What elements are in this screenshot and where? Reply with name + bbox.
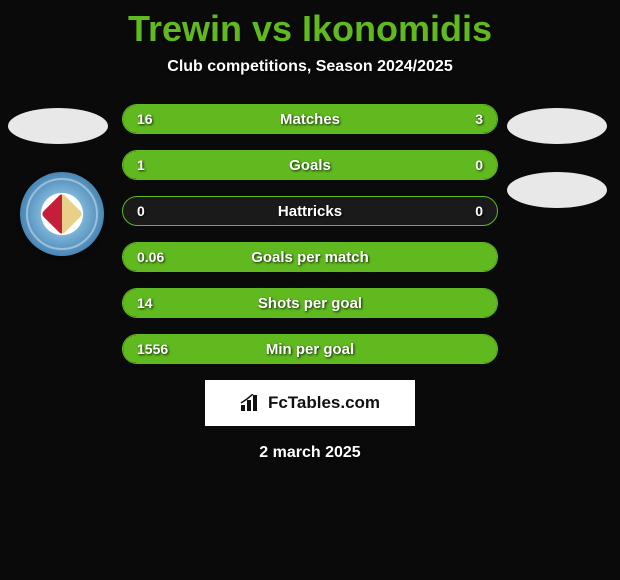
left-player-photo-placeholder (8, 108, 108, 144)
stat-row: 1 Goals 0 (122, 150, 498, 180)
stat-row: 16 Matches 3 (122, 104, 498, 134)
left-player-club-badge (20, 172, 104, 256)
stat-right-value: 3 (475, 111, 483, 127)
stat-right-value: 0 (475, 157, 483, 173)
comparison-subtitle: Club competitions, Season 2024/2025 (0, 58, 620, 76)
right-player-club-placeholder (507, 172, 607, 208)
club-badge-crest-icon (41, 193, 83, 235)
stat-label: Goals (123, 157, 497, 174)
stat-label: Matches (123, 111, 497, 128)
right-player-photo-placeholder (507, 108, 607, 144)
bar-chart-icon (240, 394, 262, 412)
source-brand-text: FcTables.com (268, 393, 380, 413)
comparison-body: 16 Matches 3 1 Goals 0 0 Hattricks 0 0.0… (0, 104, 620, 364)
stat-label: Goals per match (123, 249, 497, 266)
stat-label: Shots per goal (123, 295, 497, 312)
stat-row: 0 Hattricks 0 (122, 196, 498, 226)
stat-label: Hattricks (123, 203, 497, 220)
source-badge: FcTables.com (205, 380, 415, 426)
stats-bars: 16 Matches 3 1 Goals 0 0 Hattricks 0 0.0… (118, 104, 502, 364)
left-player-column (8, 104, 118, 364)
stat-row: 1556 Min per goal (122, 334, 498, 364)
stat-label: Min per goal (123, 341, 497, 358)
stat-row: 0.06 Goals per match (122, 242, 498, 272)
right-player-column (502, 104, 612, 364)
stat-row: 14 Shots per goal (122, 288, 498, 318)
stat-right-value: 0 (475, 203, 483, 219)
comparison-title: Trewin vs Ikonomidis (0, 0, 620, 50)
footer-date: 2 march 2025 (0, 444, 620, 462)
